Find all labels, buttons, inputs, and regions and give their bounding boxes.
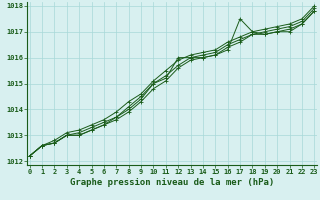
X-axis label: Graphe pression niveau de la mer (hPa): Graphe pression niveau de la mer (hPa) xyxy=(70,178,274,187)
